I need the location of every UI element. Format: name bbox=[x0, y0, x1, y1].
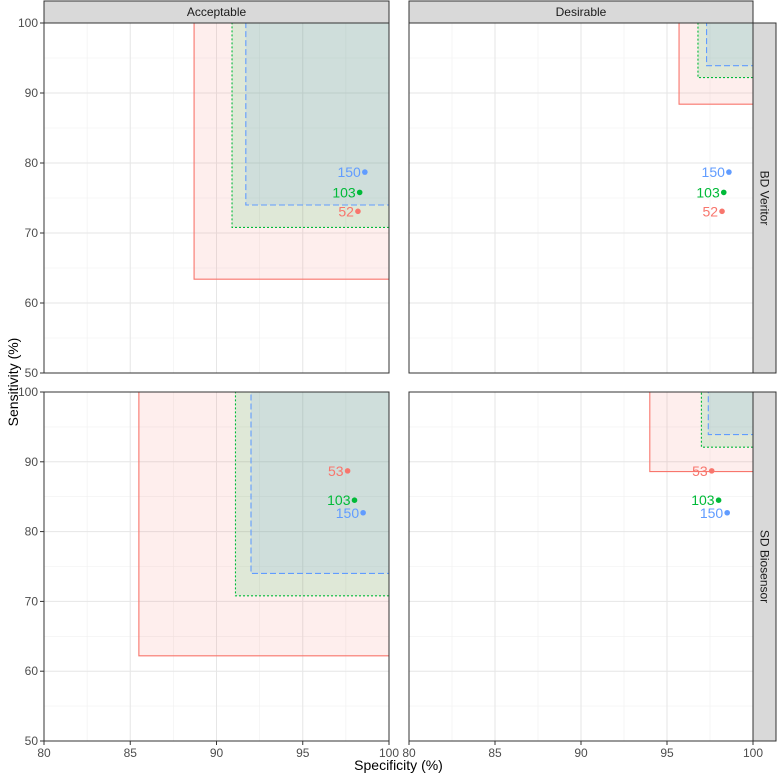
y-axis-title: Sensitivity (%) bbox=[5, 338, 21, 427]
target-region-n103 bbox=[232, 23, 389, 228]
y-tick-label: 100 bbox=[18, 16, 38, 30]
y-tick-label: 90 bbox=[25, 86, 39, 100]
point-label-53: 53 bbox=[328, 463, 344, 479]
point-150 bbox=[360, 509, 366, 516]
target-boundary-n150 bbox=[707, 392, 753, 436]
target-region-n103 bbox=[701, 392, 753, 448]
x-tick-label: 90 bbox=[210, 746, 224, 760]
target-region-n52 bbox=[679, 23, 753, 105]
x-tick-label: 80 bbox=[402, 746, 416, 760]
point-150 bbox=[362, 169, 368, 175]
point-label-150: 150 bbox=[336, 505, 360, 521]
x-tick-label: 80 bbox=[37, 746, 51, 760]
point-53 bbox=[344, 468, 351, 474]
x-tick-label: 100 bbox=[379, 746, 399, 760]
y-tick-label: 70 bbox=[25, 594, 39, 608]
strip-background bbox=[408, 0, 754, 24]
point-150 bbox=[724, 509, 730, 516]
target-boundary-n150 bbox=[245, 23, 389, 206]
x-tick-label: 100 bbox=[743, 746, 763, 760]
target-region-n150 bbox=[245, 23, 389, 205]
target-boundary-n52 bbox=[678, 23, 753, 105]
strip-label-acceptable: Acceptable bbox=[187, 5, 247, 19]
y-tick-label: 60 bbox=[25, 664, 39, 678]
points: 150 103 52 bbox=[696, 164, 732, 219]
target-region-n103 bbox=[697, 23, 753, 78]
point-53 bbox=[708, 468, 715, 474]
point-label-103: 103 bbox=[327, 492, 351, 508]
point-label-103: 103 bbox=[332, 184, 356, 200]
target-regions bbox=[138, 392, 389, 657]
target-boundary-n150 bbox=[706, 23, 753, 67]
target-region-n150 bbox=[706, 23, 753, 66]
panel-desirable-bd-veritor: 150 103 52 bbox=[408, 22, 754, 374]
point-label-103: 103 bbox=[696, 184, 720, 200]
y-tick-label: 80 bbox=[25, 156, 39, 170]
y-tick-label: 80 bbox=[25, 525, 39, 539]
point-103 bbox=[720, 189, 727, 196]
strip-label-bd-veritor: BD Veritor bbox=[758, 171, 772, 226]
x-axis-title: Specificity (%) bbox=[354, 757, 443, 773]
target-regions bbox=[193, 23, 389, 280]
y-tick-label: 60 bbox=[25, 296, 39, 310]
x-tick-label: 85 bbox=[124, 746, 138, 760]
target-boundary-n52 bbox=[193, 23, 389, 280]
strip-column-acceptable: Acceptable bbox=[43, 0, 390, 24]
strip-column-desirable: Desirable bbox=[408, 0, 754, 24]
strip-row-bd-veritor: BD Veritor bbox=[752, 22, 777, 374]
point-150 bbox=[726, 169, 732, 175]
y-tick-label: 70 bbox=[25, 226, 39, 240]
point-label-103: 103 bbox=[691, 492, 715, 508]
point-52 bbox=[719, 208, 725, 215]
points: 150 103 52 bbox=[332, 164, 368, 219]
x-tick-label: 95 bbox=[296, 746, 310, 760]
target-region-n53 bbox=[138, 392, 389, 656]
y-tick-label: 50 bbox=[25, 734, 39, 748]
target-boundary-n103 bbox=[231, 23, 389, 228]
y-tick-label: 100 bbox=[18, 385, 38, 399]
strip-row-sd-biosensor: SD Biosensor bbox=[752, 391, 777, 742]
strip-label-sd-biosensor: SD Biosensor bbox=[758, 530, 772, 603]
target-boundary-n53 bbox=[138, 392, 389, 657]
target-region-n150 bbox=[708, 392, 753, 435]
target-region-n103 bbox=[235, 392, 389, 596]
target-region-n150 bbox=[251, 392, 389, 574]
point-label-52: 52 bbox=[702, 203, 718, 219]
x-tick-label: 90 bbox=[574, 746, 588, 760]
target-regions bbox=[678, 23, 753, 105]
target-regions bbox=[649, 392, 753, 473]
target-region-n52 bbox=[194, 23, 389, 280]
strip-background bbox=[752, 22, 777, 374]
point-label-53: 53 bbox=[692, 463, 708, 479]
point-label-150: 150 bbox=[700, 505, 724, 521]
y-tick-label: 90 bbox=[25, 455, 39, 469]
point-label-150: 150 bbox=[337, 164, 361, 180]
x-tick-label: 85 bbox=[488, 746, 502, 760]
target-boundary-n103 bbox=[234, 392, 389, 597]
point-label-150: 150 bbox=[702, 164, 726, 180]
strip-label-desirable: Desirable bbox=[556, 5, 607, 19]
point-103 bbox=[715, 497, 722, 503]
point-52 bbox=[355, 208, 361, 215]
point-103 bbox=[356, 189, 363, 196]
point-label-52: 52 bbox=[338, 203, 354, 219]
y-tick-label: 50 bbox=[25, 366, 39, 380]
x-tick-label: 95 bbox=[660, 746, 674, 760]
panel-acceptable-bd-veritor: 150 103 52 bbox=[43, 22, 390, 374]
strip-background bbox=[752, 391, 777, 742]
strip-background bbox=[43, 0, 390, 24]
target-boundary-n53 bbox=[649, 392, 753, 473]
point-103 bbox=[351, 497, 358, 503]
target-boundary-n150 bbox=[250, 392, 389, 575]
